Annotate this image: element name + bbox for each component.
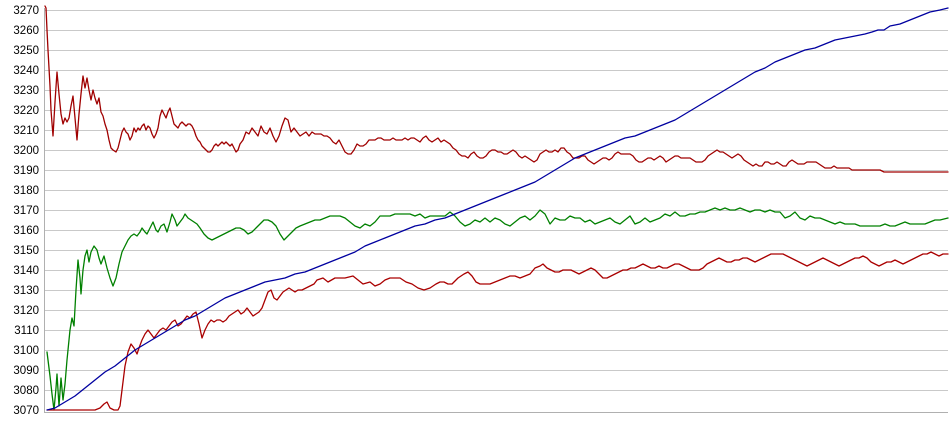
green-line xyxy=(46,207,949,411)
y-axis-label: 3160 xyxy=(13,225,39,237)
y-axis-label: 3120 xyxy=(13,305,39,317)
upper-red-line xyxy=(44,5,949,173)
y-axis-labels: 3070 3080 3090 3100 3110 3120 3130 3140 3150 3160… xyxy=(13,5,39,417)
y-axis-label: 3200 xyxy=(13,145,39,157)
lower-red-line xyxy=(46,251,949,411)
y-axis-label: 3210 xyxy=(13,125,39,137)
y-axis-label: 3180 xyxy=(13,185,39,197)
y-axis-label: 3130 xyxy=(13,285,39,297)
y-axis-label: 3110 xyxy=(14,325,39,337)
gridlines xyxy=(44,10,948,391)
y-axis-label: 3080 xyxy=(13,385,39,397)
axis-lines xyxy=(44,8,948,413)
y-axis-label: 3070 xyxy=(13,405,39,417)
y-axis-label: 3250 xyxy=(13,45,39,57)
y-axis-label: 3270 xyxy=(13,5,39,17)
y-axis-label: 3170 xyxy=(13,205,39,217)
y-axis-label: 3240 xyxy=(13,65,39,77)
y-axis-label: 3220 xyxy=(13,105,39,117)
blue-line xyxy=(46,7,949,411)
y-axis-label: 3150 xyxy=(13,245,39,257)
y-axis-label: 3230 xyxy=(13,85,39,97)
y-axis-label: 3140 xyxy=(13,265,39,277)
y-axis-label: 3100 xyxy=(13,345,39,357)
y-axis-label: 3190 xyxy=(13,165,39,177)
y-axis-label: 3090 xyxy=(13,365,39,377)
y-axis-label: 3260 xyxy=(13,25,39,37)
chart-series xyxy=(44,5,949,411)
